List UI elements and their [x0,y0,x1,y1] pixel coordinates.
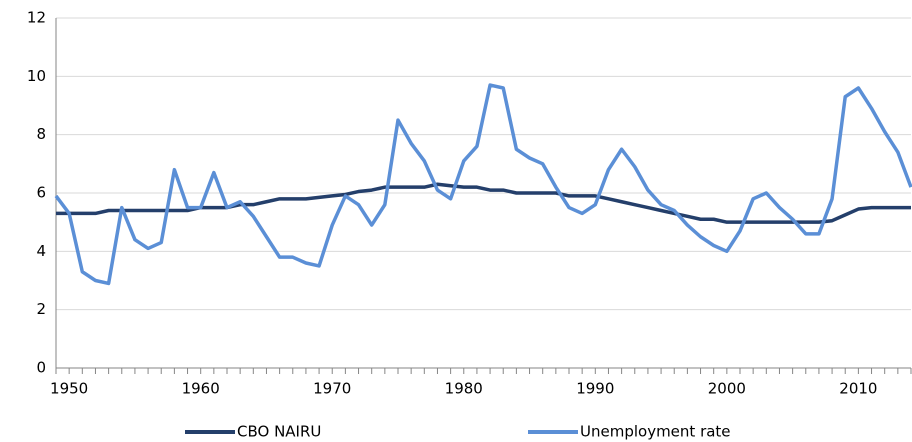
y-tick-label: 10 [27,67,46,85]
x-tick-label: 1950 [50,380,88,398]
x-tick-label: 1980 [445,380,483,398]
x-tick-label: 1970 [313,380,351,398]
x-tick-label: 2010 [839,380,877,398]
y-tick-label: 8 [36,125,46,143]
series-line [54,83,912,286]
y-tick-label: 6 [36,184,46,202]
legend-label: Unemployment rate [580,423,731,441]
y-tick-label: 12 [27,9,46,27]
legend-label: CBO NAIRU [237,423,321,441]
y-tick-label: 4 [36,242,46,260]
x-tick-label: 1990 [576,380,614,398]
y-tick-label: 0 [36,359,46,377]
x-tick-label: 2000 [708,380,746,398]
x-tick-label: 1960 [182,380,220,398]
y-tick-label: 2 [36,300,46,318]
